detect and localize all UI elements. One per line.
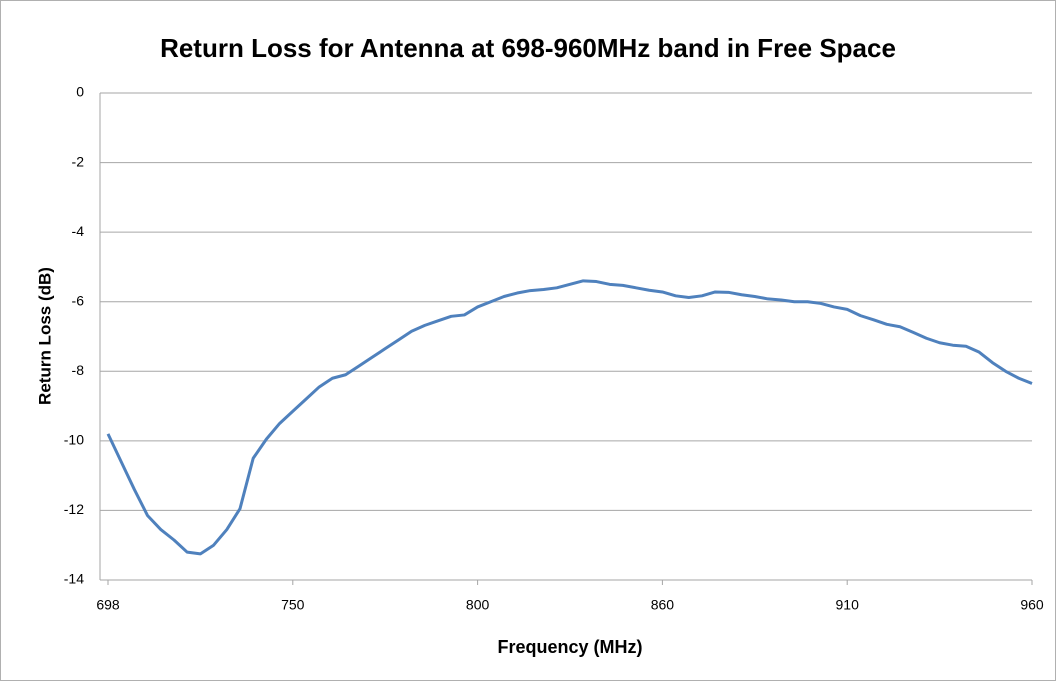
y-tick-label: -2 bbox=[72, 153, 85, 169]
y-tick-label: 0 bbox=[76, 84, 84, 100]
x-tick-label: 960 bbox=[1020, 597, 1044, 613]
y-tick-label: -12 bbox=[64, 501, 84, 517]
x-tick-label: 800 bbox=[466, 597, 490, 613]
y-axis-label: Return Loss (dB) bbox=[35, 267, 54, 405]
x-tick-label: 860 bbox=[651, 597, 675, 613]
y-tick-label: -8 bbox=[72, 362, 85, 378]
y-tick-label: -6 bbox=[72, 292, 85, 308]
data-line bbox=[106, 279, 1033, 556]
x-tick-label: 910 bbox=[836, 597, 860, 613]
y-tick-label: -14 bbox=[64, 571, 84, 587]
chart-title: Return Loss for Antenna at 698-960MHz ba… bbox=[160, 33, 896, 63]
y-tick-label: -4 bbox=[72, 223, 85, 239]
x-tick-label: 698 bbox=[96, 597, 120, 613]
x-tick-label: 750 bbox=[281, 597, 305, 613]
x-axis-label: Frequency (MHz) bbox=[497, 637, 642, 657]
y-tick-label: -10 bbox=[64, 432, 84, 448]
